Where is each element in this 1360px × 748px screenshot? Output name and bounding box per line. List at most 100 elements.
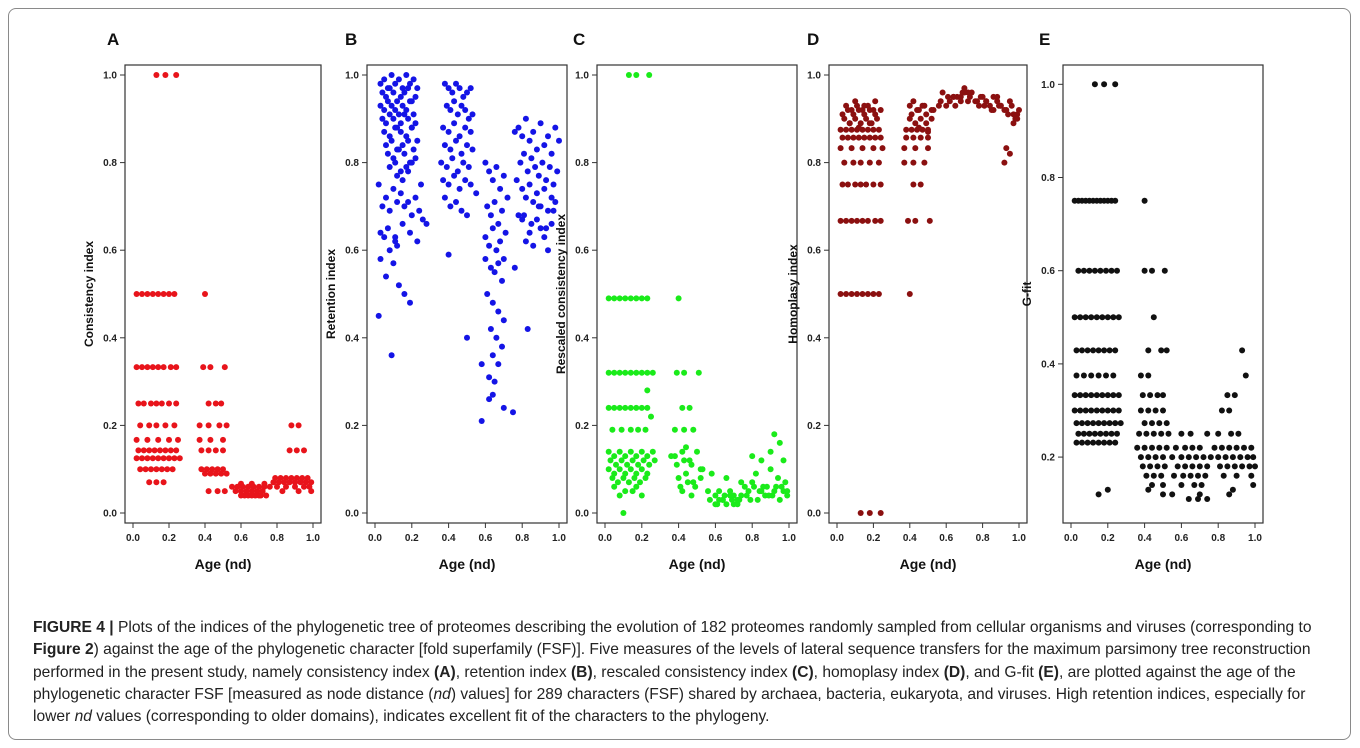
data-point	[399, 142, 406, 149]
data-point	[877, 134, 884, 141]
caption-panel-ref-e: (E)	[1038, 663, 1059, 681]
data-point	[1106, 420, 1113, 427]
data-point	[901, 145, 908, 152]
y-axis-label: Retention index	[324, 249, 338, 339]
data-point	[1114, 430, 1120, 437]
data-point	[1149, 482, 1155, 488]
data-point	[465, 115, 472, 122]
x-tick-label: 0.2	[635, 533, 649, 544]
data-point	[252, 492, 259, 499]
data-point	[1091, 81, 1098, 88]
data-point	[864, 126, 871, 133]
data-point	[515, 124, 522, 131]
data-point	[642, 426, 649, 433]
x-tick-label: 1.0	[782, 533, 796, 544]
data-point	[524, 326, 531, 332]
data-point	[1220, 472, 1227, 479]
x-tick-label: 0.4	[903, 533, 917, 544]
data-point	[1086, 430, 1093, 437]
data-point	[1150, 430, 1157, 437]
data-point	[1185, 496, 1192, 502]
data-point	[848, 126, 855, 133]
data-point	[616, 295, 623, 302]
data-point	[449, 89, 456, 96]
data-point	[994, 98, 1001, 105]
x-tick-label: 0.0	[126, 533, 140, 544]
data-point	[545, 247, 551, 254]
data-point	[157, 447, 163, 454]
data-point	[162, 447, 169, 454]
data-point	[229, 483, 235, 490]
data-point	[550, 207, 557, 214]
data-point	[673, 369, 680, 376]
data-point	[295, 488, 302, 495]
data-point	[441, 80, 448, 87]
data-point	[633, 453, 640, 460]
y-axis-label: Consistency index	[82, 241, 96, 347]
data-point	[388, 352, 395, 359]
data-point	[462, 177, 469, 184]
data-point	[443, 102, 450, 109]
data-point	[723, 501, 730, 508]
data-point	[405, 85, 412, 92]
data-point	[223, 422, 230, 429]
data-point	[397, 120, 404, 127]
data-point	[397, 128, 404, 135]
data-point	[925, 128, 931, 135]
data-point	[202, 470, 208, 477]
data-point	[839, 181, 846, 188]
data-point	[1160, 392, 1166, 399]
data-point	[153, 72, 160, 78]
data-point	[399, 177, 406, 184]
data-point	[782, 479, 789, 486]
data-point	[1003, 145, 1010, 152]
data-point	[441, 194, 448, 201]
data-point	[499, 343, 505, 350]
data-point	[965, 98, 971, 105]
y-tick-label: 0.2	[807, 421, 821, 432]
data-point	[1156, 444, 1163, 451]
data-point	[133, 364, 140, 371]
data-point	[1091, 430, 1098, 437]
data-point	[727, 488, 734, 495]
x-tick-label: 0.2	[162, 533, 176, 544]
data-point	[383, 273, 389, 280]
data-point	[445, 128, 452, 135]
data-point	[453, 137, 459, 144]
y-tick-label: 0.8	[807, 158, 821, 169]
data-point	[1095, 372, 1102, 379]
data-point	[386, 164, 393, 170]
data-point	[1014, 111, 1021, 118]
data-point	[462, 124, 469, 131]
data-point	[903, 126, 910, 133]
data-point	[484, 203, 491, 210]
data-point	[1104, 314, 1111, 321]
data-point	[644, 404, 651, 411]
data-point	[465, 164, 472, 170]
data-point	[1145, 486, 1152, 493]
x-tick-label: 1.0	[1248, 533, 1262, 544]
data-point	[1080, 372, 1087, 379]
data-point	[961, 85, 968, 92]
data-point	[1224, 392, 1231, 399]
data-point	[454, 111, 461, 118]
data-point	[879, 145, 886, 152]
data-point	[1115, 314, 1122, 321]
data-point	[857, 181, 864, 188]
data-point	[775, 475, 781, 481]
data-point	[395, 76, 402, 83]
data-point	[554, 168, 561, 175]
data-point	[688, 492, 695, 499]
data-point	[140, 447, 147, 454]
data-point	[517, 159, 524, 166]
data-point	[497, 238, 504, 245]
data-point	[1158, 472, 1165, 479]
data-point	[155, 291, 162, 297]
data-point	[489, 352, 496, 359]
data-point	[625, 72, 632, 78]
y-tick-label: 0.0	[345, 509, 359, 520]
data-point	[407, 299, 413, 306]
data-point	[171, 291, 178, 297]
data-point	[1174, 463, 1181, 470]
data-point	[877, 107, 884, 113]
